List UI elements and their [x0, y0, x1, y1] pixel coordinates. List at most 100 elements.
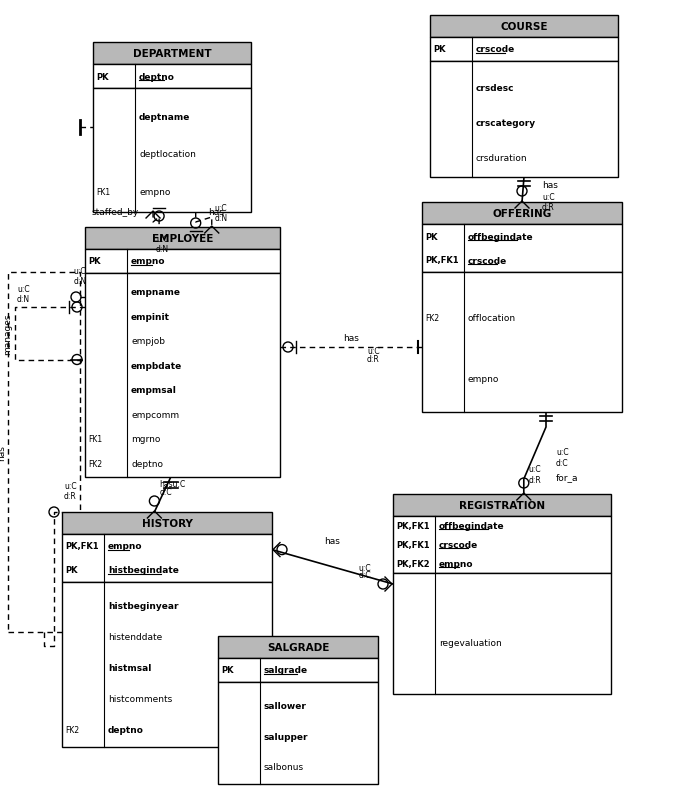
- Bar: [422, 273, 622, 412]
- Text: has: has: [0, 444, 6, 460]
- Text: salbonus: salbonus: [264, 763, 304, 772]
- Bar: [218, 636, 378, 658]
- Text: u:C
d:N: u:C d:N: [17, 284, 30, 304]
- Text: has: has: [343, 334, 359, 342]
- Bar: [85, 228, 280, 249]
- Bar: [93, 89, 251, 213]
- Text: EMPLOYEE: EMPLOYEE: [152, 233, 213, 244]
- Text: empno: empno: [139, 188, 170, 196]
- Text: histmsal: histmsal: [108, 663, 151, 672]
- Text: OFFERING: OFFERING: [493, 209, 551, 219]
- Text: has: has: [324, 536, 340, 545]
- Text: manages: manages: [3, 313, 12, 354]
- Text: crsduration: crsduration: [476, 154, 528, 163]
- Bar: [62, 582, 272, 747]
- Text: PK: PK: [88, 257, 101, 266]
- Text: PK: PK: [65, 565, 77, 575]
- Bar: [218, 658, 378, 683]
- Bar: [393, 494, 611, 516]
- Text: u:C: u:C: [359, 563, 371, 573]
- Text: d:R: d:R: [367, 355, 380, 364]
- Text: deptlocation: deptlocation: [139, 150, 196, 159]
- Text: u:C
d:N: u:C d:N: [215, 204, 228, 223]
- Text: u:C
d:N: u:C d:N: [156, 235, 169, 254]
- Text: empmsal: empmsal: [131, 386, 177, 395]
- Text: for_a: for_a: [556, 473, 578, 482]
- Text: deptno: deptno: [139, 72, 175, 81]
- Text: d:C: d:C: [359, 570, 371, 579]
- Bar: [8, 273, 80, 632]
- Text: mgrno: mgrno: [131, 435, 160, 444]
- Text: REGISTRATION: REGISTRATION: [459, 500, 545, 510]
- Text: SALGRADE: SALGRADE: [267, 642, 329, 652]
- Text: HISTORY: HISTORY: [141, 518, 193, 529]
- Text: sallower: sallower: [264, 701, 307, 710]
- Text: histcomments: histcomments: [108, 695, 172, 703]
- Text: DEPARTMENT: DEPARTMENT: [132, 49, 211, 59]
- Text: offbegindate: offbegindate: [439, 521, 504, 530]
- Text: PK,FK1: PK,FK1: [396, 541, 430, 549]
- Text: FK1: FK1: [88, 435, 102, 444]
- Text: empcomm: empcomm: [131, 411, 179, 419]
- Bar: [93, 65, 251, 89]
- Text: u:C
d:C: u:C d:C: [556, 448, 569, 467]
- Bar: [218, 683, 378, 784]
- Text: deptno: deptno: [108, 726, 144, 735]
- Text: salupper: salupper: [264, 731, 308, 741]
- Text: deptno: deptno: [131, 460, 163, 468]
- Text: FK2: FK2: [65, 726, 79, 735]
- Text: COURSE: COURSE: [500, 22, 548, 32]
- Text: crscategory: crscategory: [476, 119, 536, 128]
- Text: crscode: crscode: [439, 541, 478, 549]
- Text: salgrade: salgrade: [264, 666, 308, 674]
- Text: FK1: FK1: [96, 188, 110, 196]
- Text: histbeginyear: histbeginyear: [108, 602, 179, 610]
- Text: FK2: FK2: [88, 460, 102, 468]
- Bar: [62, 534, 272, 582]
- Text: PK,FK1: PK,FK1: [425, 256, 459, 265]
- Bar: [422, 225, 622, 273]
- Text: u:C
d:N: u:C d:N: [73, 266, 86, 286]
- Text: empinit: empinit: [131, 312, 170, 321]
- Bar: [430, 62, 618, 178]
- Text: u:C
d:R: u:C d:R: [64, 481, 77, 500]
- Text: crscode: crscode: [468, 256, 507, 265]
- Text: histenddate: histenddate: [108, 632, 162, 641]
- Text: u:C
d:R: u:C d:R: [542, 192, 555, 212]
- Text: PK: PK: [96, 72, 108, 81]
- Text: has: has: [542, 180, 558, 190]
- Text: histbegindate: histbegindate: [108, 565, 179, 575]
- Text: d:C: d:C: [159, 488, 172, 497]
- Text: empno: empno: [108, 542, 143, 551]
- Text: PK: PK: [433, 46, 446, 55]
- Text: FK2: FK2: [425, 314, 439, 322]
- Text: u:C
d:R: u:C d:R: [529, 464, 542, 484]
- Text: offlocation: offlocation: [468, 314, 516, 322]
- Text: u:C: u:C: [367, 347, 380, 356]
- Text: PK,FK1: PK,FK1: [65, 542, 99, 551]
- Bar: [393, 573, 611, 695]
- Text: regevaluation: regevaluation: [439, 638, 502, 647]
- Text: staffed_by: staffed_by: [91, 208, 139, 217]
- Bar: [85, 249, 280, 273]
- Text: empbdate: empbdate: [131, 361, 182, 371]
- Bar: [93, 43, 251, 65]
- Text: crsdesc: crsdesc: [476, 83, 515, 93]
- Text: empno: empno: [131, 257, 166, 266]
- Text: PK: PK: [425, 233, 437, 241]
- Bar: [430, 16, 618, 38]
- Text: PK,FK2: PK,FK2: [396, 559, 430, 569]
- Text: PK,FK1: PK,FK1: [396, 521, 430, 530]
- Bar: [422, 203, 622, 225]
- Bar: [85, 273, 280, 477]
- Text: empno: empno: [468, 375, 500, 383]
- Text: empno: empno: [439, 559, 473, 569]
- Text: empname: empname: [131, 288, 181, 297]
- Text: empjob: empjob: [131, 337, 165, 346]
- Text: crscode: crscode: [476, 46, 515, 55]
- Text: hasu:C: hasu:C: [159, 480, 186, 489]
- Bar: [62, 512, 272, 534]
- Text: PK: PK: [221, 666, 233, 674]
- Text: has: has: [208, 208, 224, 217]
- Text: deptname: deptname: [139, 112, 190, 122]
